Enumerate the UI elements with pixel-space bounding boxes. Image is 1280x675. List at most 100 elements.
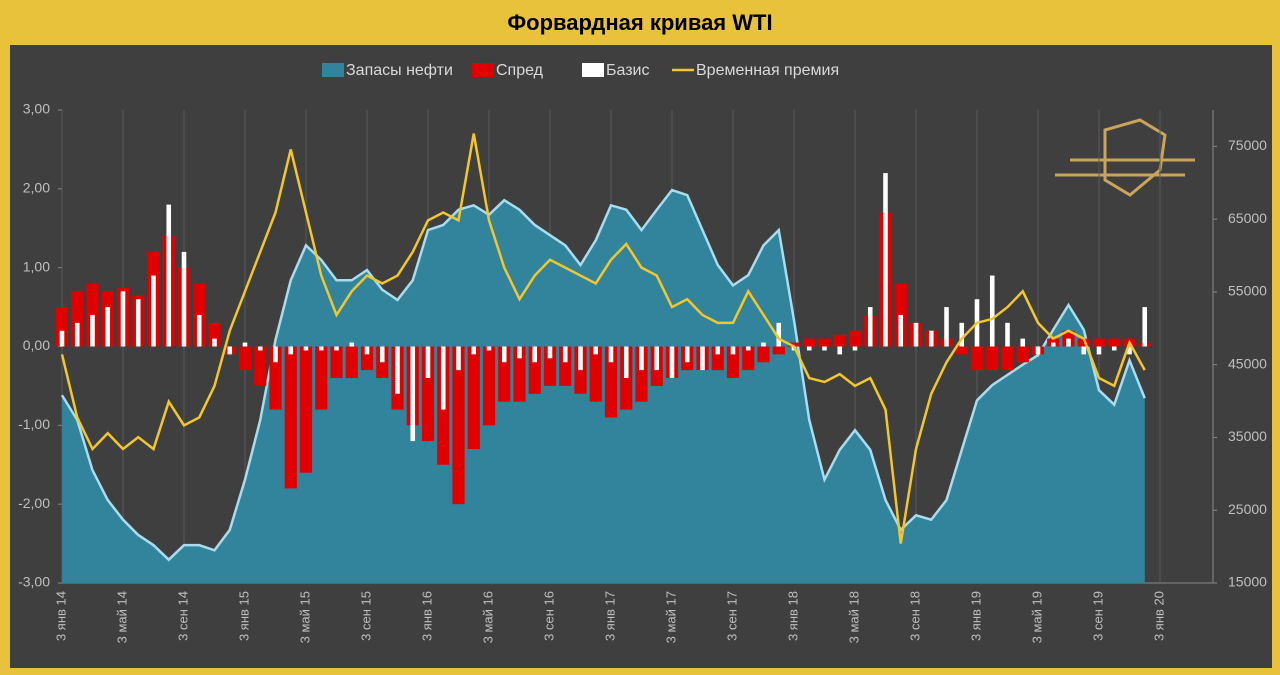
bar bbox=[181, 251, 187, 347]
bar bbox=[532, 346, 538, 363]
bar bbox=[711, 346, 724, 371]
bar bbox=[349, 342, 355, 347]
bar bbox=[330, 346, 343, 379]
bar bbox=[59, 330, 65, 347]
bar bbox=[528, 346, 541, 394]
bar bbox=[166, 204, 172, 347]
bar bbox=[456, 346, 461, 371]
bar bbox=[440, 346, 446, 410]
bar bbox=[360, 346, 374, 371]
bar bbox=[1005, 322, 1010, 347]
legend-label: Спред bbox=[496, 62, 544, 79]
bar bbox=[55, 307, 69, 347]
legend: Запасы нефти Спред Базис Временная премия bbox=[322, 62, 839, 79]
bar bbox=[257, 346, 263, 351]
bar bbox=[421, 346, 435, 442]
legend-swatch bbox=[472, 63, 494, 77]
area bbox=[62, 190, 1145, 584]
x-tick-label: 3 янв 17 bbox=[602, 591, 617, 641]
bar bbox=[757, 346, 770, 363]
x-tick-label: 3 сен 14 bbox=[175, 591, 190, 641]
bar bbox=[269, 346, 282, 410]
bar bbox=[364, 346, 370, 355]
bar bbox=[623, 346, 629, 379]
bar bbox=[425, 346, 431, 379]
y-tick-label: -1,00 bbox=[18, 416, 50, 432]
bar bbox=[730, 346, 736, 355]
y-tick-label: 3,00 bbox=[23, 101, 50, 117]
x-tick-label: 3 янв 15 bbox=[236, 591, 251, 641]
y2-tick-label: 15000 bbox=[1228, 574, 1267, 590]
bar bbox=[639, 346, 644, 371]
bar bbox=[700, 346, 705, 371]
bar bbox=[1066, 338, 1071, 347]
bar bbox=[410, 346, 416, 442]
bar bbox=[955, 346, 968, 355]
bar bbox=[989, 275, 995, 347]
bar bbox=[761, 342, 766, 347]
bar bbox=[803, 338, 816, 347]
bar bbox=[654, 346, 660, 371]
bar bbox=[513, 346, 526, 402]
bar bbox=[1035, 346, 1041, 355]
chart-title: Форвардная кривая WTI bbox=[507, 10, 772, 35]
y2-tick-label: 65000 bbox=[1228, 210, 1267, 226]
bar bbox=[833, 334, 846, 347]
bar bbox=[71, 291, 84, 347]
bar bbox=[1096, 346, 1102, 355]
bar bbox=[715, 346, 721, 355]
legend-label: Временная премия bbox=[696, 62, 839, 79]
bar bbox=[559, 346, 572, 386]
bar bbox=[848, 330, 862, 347]
bar bbox=[787, 342, 801, 347]
bar bbox=[1020, 338, 1026, 347]
legend-swatch bbox=[322, 63, 344, 77]
bar bbox=[315, 346, 328, 410]
bar bbox=[196, 314, 202, 347]
bar bbox=[837, 346, 843, 355]
bar bbox=[345, 346, 358, 379]
bar bbox=[928, 330, 934, 347]
x-tick-label: 3 янв 18 bbox=[785, 591, 800, 641]
bar bbox=[822, 346, 827, 351]
y2-tick-label: 45000 bbox=[1228, 355, 1267, 371]
x-tick-label: 3 сен 17 bbox=[724, 591, 739, 641]
bar bbox=[806, 346, 812, 351]
bar bbox=[1001, 346, 1014, 371]
bar bbox=[467, 346, 480, 449]
bar bbox=[1127, 346, 1132, 355]
bar bbox=[379, 346, 385, 363]
bar bbox=[334, 346, 339, 351]
bar bbox=[547, 346, 553, 359]
legend-swatch bbox=[582, 63, 604, 77]
bar bbox=[742, 346, 755, 371]
area-edge bbox=[60, 188, 1146, 562]
bar bbox=[208, 322, 221, 347]
y2-tick-label: 25000 bbox=[1228, 501, 1267, 517]
bar bbox=[986, 346, 999, 371]
bar bbox=[242, 342, 248, 347]
bar bbox=[970, 346, 984, 371]
bar bbox=[303, 346, 309, 351]
bar bbox=[852, 346, 858, 351]
bar bbox=[543, 346, 557, 386]
bar bbox=[1050, 342, 1056, 347]
bar bbox=[944, 307, 949, 347]
bar bbox=[74, 322, 80, 347]
bar bbox=[959, 322, 965, 347]
bar bbox=[212, 338, 217, 347]
bar bbox=[273, 346, 278, 363]
x-tick-label: 3 янв 16 bbox=[419, 591, 434, 641]
bar bbox=[1142, 307, 1148, 347]
bar bbox=[517, 346, 522, 359]
x-tick-label: 3 сен 16 bbox=[541, 591, 556, 641]
bar bbox=[745, 346, 751, 351]
y-tick-label: -2,00 bbox=[18, 495, 50, 511]
bar bbox=[486, 346, 492, 351]
bar bbox=[726, 346, 740, 379]
bar bbox=[288, 346, 294, 355]
y-tick-label: 1,00 bbox=[23, 258, 50, 274]
bar bbox=[1077, 338, 1090, 347]
bar bbox=[105, 307, 111, 347]
